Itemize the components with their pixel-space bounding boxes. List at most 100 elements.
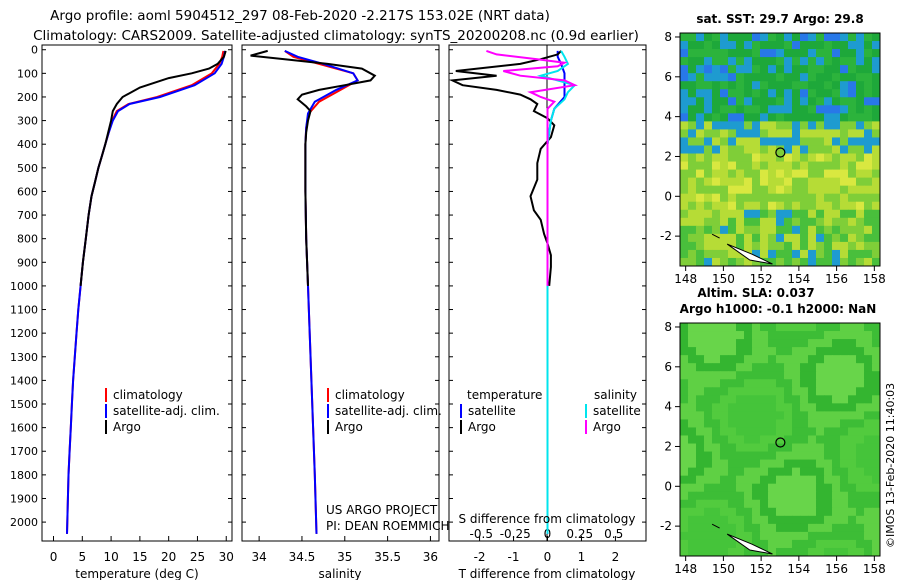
map-cell: [784, 531, 793, 541]
map-cell: [800, 33, 809, 42]
map-cell: [856, 137, 865, 146]
map-cell: [712, 355, 721, 364]
map-cell: [744, 97, 753, 106]
map-cell: [760, 515, 769, 525]
map-cell: [760, 451, 769, 461]
map-cell: [760, 225, 769, 235]
map-cell: [856, 233, 865, 243]
map-cell: [736, 57, 745, 66]
map-cell: [784, 475, 793, 485]
map-cell: [824, 217, 833, 227]
map-cell: [800, 193, 809, 203]
map-cell: [768, 379, 777, 388]
map-cell: [776, 201, 785, 211]
map-cell: [840, 217, 849, 227]
map-cell: [864, 49, 873, 58]
map-cell: [760, 153, 769, 163]
depth-tick-label: 700: [17, 209, 38, 222]
map-cell: [856, 547, 865, 556]
map-cell: [832, 257, 841, 266]
map-cell: [744, 89, 753, 98]
map-cell: [864, 201, 873, 211]
map-cell: [784, 129, 793, 138]
map-cell: [752, 467, 761, 477]
map-cell: [680, 427, 689, 436]
map-cell: [736, 241, 745, 251]
map-cell: [832, 331, 841, 340]
map-cell: [816, 459, 825, 469]
map-cell: [816, 97, 825, 106]
map-cell: [784, 427, 793, 436]
map-cell: [744, 443, 753, 453]
map-cell: [680, 499, 689, 509]
map-cell: [816, 387, 825, 396]
map-cell: [848, 435, 857, 445]
map-cell: [736, 531, 745, 541]
map-cell: [680, 355, 689, 364]
map-x-tick-label: 150: [712, 562, 735, 576]
map-cell: [784, 451, 793, 461]
depth-tick-label: 1400: [10, 374, 38, 387]
map-cell: [816, 379, 825, 388]
map-y-tick-label: 0: [664, 479, 672, 493]
map-cell: [712, 193, 721, 203]
map-cell: [696, 201, 705, 211]
x-tick-label: 34: [251, 550, 266, 564]
map-cell: [728, 249, 737, 259]
map-x-tick-label: 148: [674, 562, 697, 576]
map-cell: [840, 201, 849, 211]
map-cell: [712, 145, 721, 155]
map-cell: [736, 355, 745, 364]
map-cell: [816, 515, 825, 525]
map-cell: [848, 499, 857, 509]
map-cell: [696, 217, 705, 227]
map-cell: [776, 355, 785, 364]
map-cell: [744, 225, 753, 235]
map-cell: [776, 225, 785, 235]
map-cell: [752, 491, 761, 501]
map-cell: [720, 339, 729, 348]
map-cell: [736, 65, 745, 74]
map-cell: [704, 169, 713, 179]
map-cell: [784, 547, 793, 556]
map-cell: [712, 459, 721, 469]
map-cell: [832, 137, 841, 146]
map-cell: [816, 507, 825, 517]
map-cell: [872, 371, 880, 380]
map-cell: [872, 89, 880, 98]
map-cell: [872, 331, 880, 340]
map-cell: [856, 177, 865, 187]
map-cell: [816, 57, 825, 66]
map-cell: [720, 483, 729, 493]
map-cell: [760, 177, 769, 187]
map-cell: [736, 491, 745, 501]
map-cell: [792, 97, 801, 106]
map-cell: [696, 65, 705, 74]
map-cell: [840, 515, 849, 525]
map-cell: [736, 363, 745, 372]
map-cell: [776, 363, 785, 372]
map-y-tick-label: 6: [664, 360, 672, 374]
map-cell: [752, 531, 761, 541]
map-cell: [808, 451, 817, 461]
map-cell: [856, 379, 865, 388]
map-cell: [792, 523, 801, 533]
map-cell: [824, 73, 833, 82]
map-cell: [728, 387, 737, 396]
map-cell: [816, 65, 825, 74]
map-cell: [792, 225, 801, 235]
map-cell: [840, 121, 849, 130]
map-cell: [696, 209, 705, 219]
map-cell: [864, 331, 873, 340]
map-cell: [840, 403, 849, 412]
map-cell: [688, 387, 697, 396]
legend-label-sal-satellite: satellite: [593, 404, 641, 418]
map-cell: [832, 427, 841, 436]
map-cell: [712, 331, 721, 340]
map-cell: [712, 185, 721, 195]
map-cell: [776, 113, 785, 122]
depth-axis: 0100200300400500600700800900100011001200…: [10, 44, 646, 529]
map-cell: [840, 435, 849, 445]
